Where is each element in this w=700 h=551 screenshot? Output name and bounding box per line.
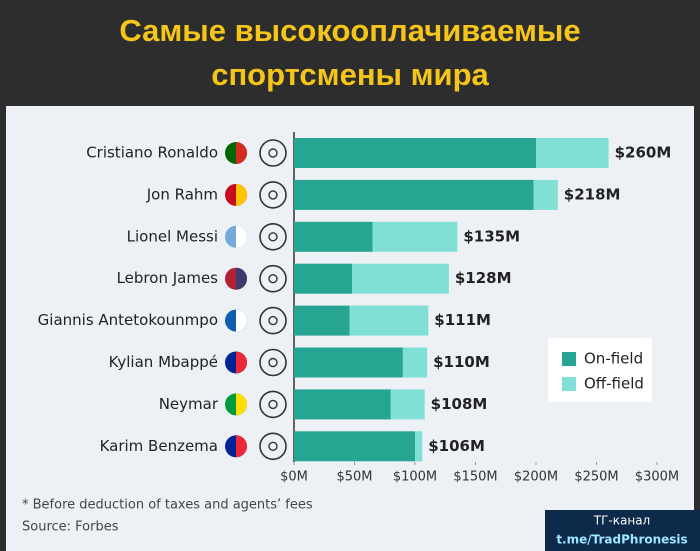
x-tick-label: $150M	[453, 470, 497, 485]
total-label: $110M	[433, 353, 490, 371]
legend-swatch	[562, 352, 576, 366]
y-tick-label: Lionel Messi	[127, 227, 218, 245]
bar	[294, 431, 415, 462]
flag-icon	[236, 142, 247, 164]
bar	[536, 138, 609, 168]
watermark-box	[545, 510, 700, 551]
x-tick-label: $250M	[574, 470, 618, 485]
flag-icon	[236, 183, 247, 206]
bar	[294, 179, 534, 210]
flag-icon	[236, 309, 247, 332]
bar	[402, 347, 428, 378]
total-label: $260M	[615, 144, 672, 162]
sport-icon	[268, 148, 278, 158]
x-tick-label: $50M	[336, 470, 372, 485]
sport-icon	[259, 432, 287, 461]
footnote: * Before deduction of taxes and agents’ …	[22, 498, 313, 513]
total-label: $218M	[564, 185, 621, 203]
flag-icon	[236, 393, 247, 416]
sport-icon	[259, 264, 287, 293]
chart-title: Самые высокооплачиваемые	[119, 13, 580, 48]
flag-icon	[236, 225, 247, 248]
sport-icon	[259, 348, 287, 377]
y-tick-label: Jon Rahm	[146, 185, 218, 203]
watermark: t.me/TradPhronesis	[556, 533, 687, 547]
bar	[533, 179, 558, 210]
bar	[294, 305, 350, 336]
x-tick-label: $100M	[393, 470, 437, 485]
x-tick-label: $300M	[635, 470, 679, 485]
total-label: $135M	[463, 227, 520, 245]
sport-icon	[268, 232, 278, 242]
bar	[415, 431, 423, 462]
y-tick-label: Cristiano Ronaldo	[86, 144, 218, 162]
bar	[349, 305, 429, 336]
sport-icon	[268, 357, 278, 368]
bar	[294, 138, 536, 168]
sport-icon	[259, 390, 287, 419]
flag-icon	[236, 351, 247, 374]
sport-icon	[268, 190, 278, 200]
flag-icon	[236, 435, 247, 458]
total-label: $108M	[431, 395, 488, 413]
sport-icon	[268, 399, 278, 410]
legend-label: Off-field	[584, 375, 644, 393]
y-tick-label: Kylian Mbappé	[109, 353, 218, 371]
bar	[390, 389, 425, 420]
total-label: $111M	[434, 311, 491, 329]
bar	[294, 347, 403, 378]
sport-icon	[259, 181, 287, 209]
x-tick-label: $0M	[280, 470, 308, 485]
flag-icon	[236, 267, 247, 290]
total-label: $128M	[455, 269, 512, 287]
source: Source: Forbes	[22, 520, 119, 535]
sport-icon	[259, 306, 287, 335]
y-tick-label: Giannis Antetokounmpo	[38, 311, 218, 329]
chart-title: спортсмены мира	[211, 57, 489, 92]
legend-swatch	[562, 377, 576, 391]
y-tick-label: Karim Benzema	[100, 437, 218, 455]
bar	[372, 221, 458, 252]
y-tick-label: Lebron James	[117, 269, 219, 287]
bar	[294, 389, 391, 420]
bar	[352, 263, 449, 294]
sport-icon	[268, 315, 278, 326]
sport-icon	[259, 139, 287, 167]
y-tick-label: Neymar	[159, 395, 219, 413]
bar	[294, 263, 353, 294]
bar	[294, 221, 373, 252]
legend-box	[548, 338, 652, 402]
sport-icon	[259, 223, 287, 251]
sport-icon	[268, 441, 278, 451]
total-label: $106M	[428, 437, 485, 455]
legend-label: On-field	[584, 350, 643, 368]
sport-icon	[268, 274, 278, 284]
x-tick-label: $200M	[514, 470, 558, 485]
watermark: ТГ-канал	[593, 514, 650, 528]
